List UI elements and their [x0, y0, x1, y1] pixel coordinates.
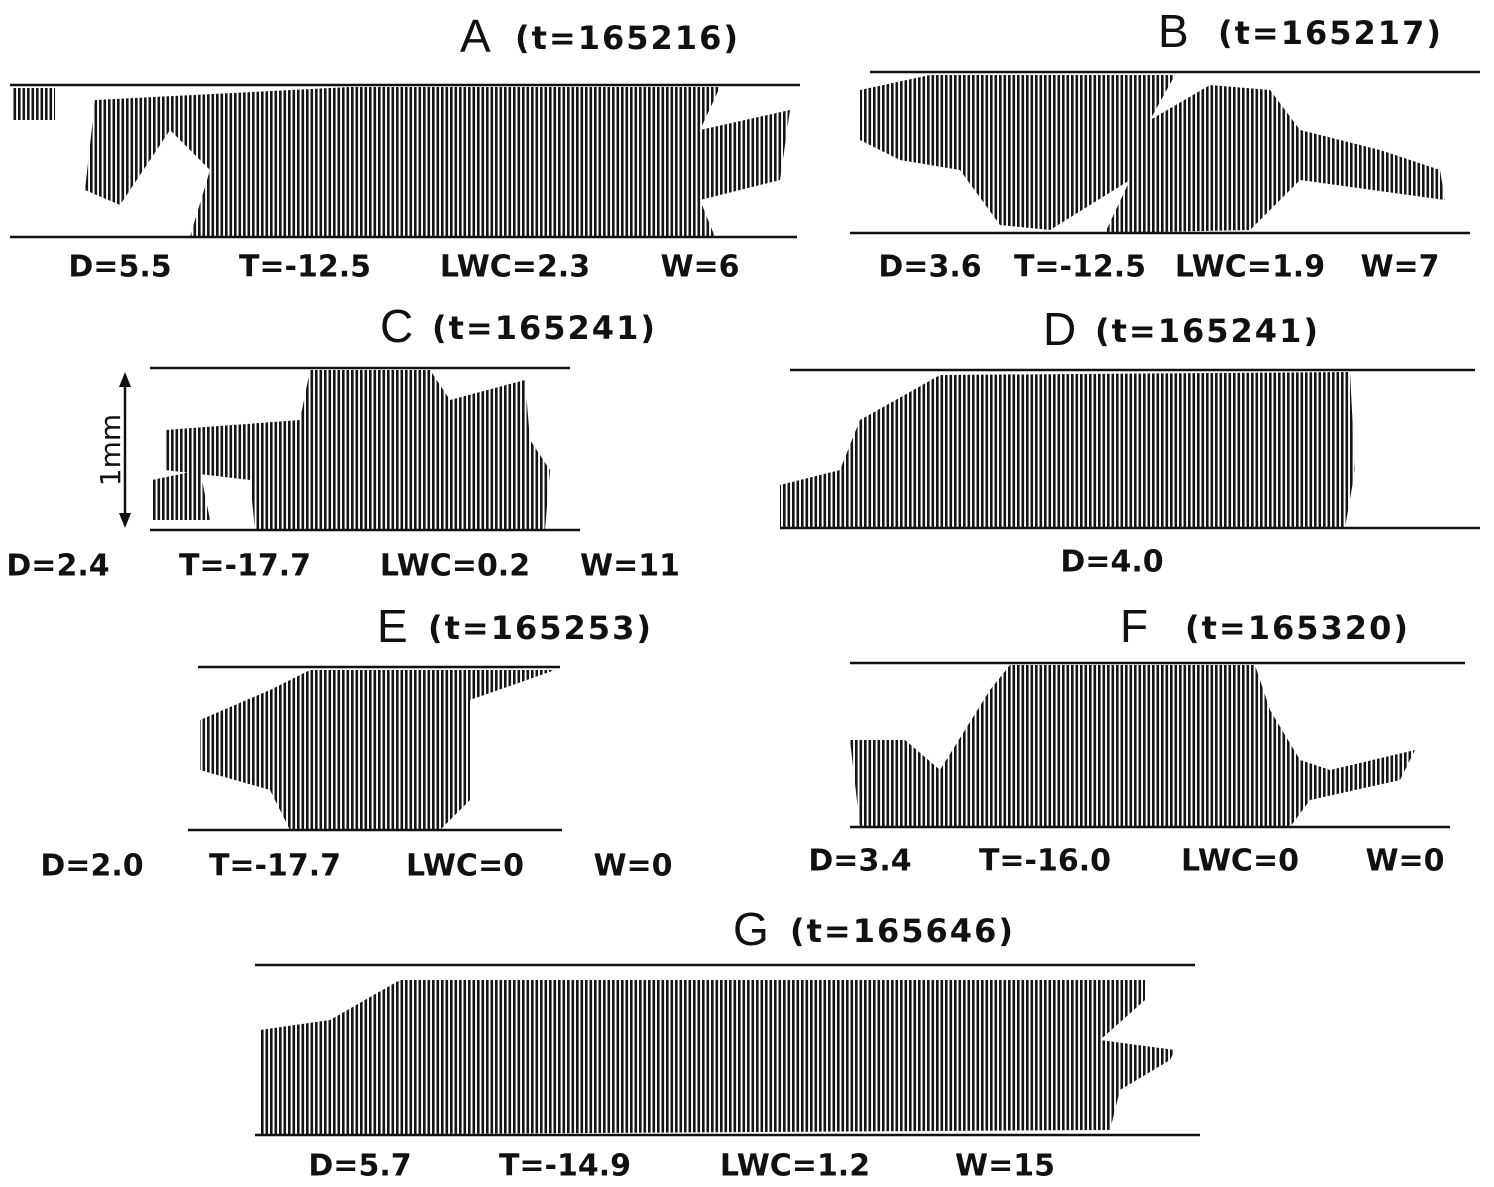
- particle-image: [165, 370, 550, 530]
- panel-param: W=0: [593, 849, 672, 884]
- particle-image: [850, 665, 1415, 827]
- panel-param: LWC=1.2: [720, 1149, 870, 1184]
- panel-letter: C: [380, 300, 413, 352]
- panel: D (t=165241) D=4.0: [780, 303, 1480, 579]
- panel-param: D=5.5: [68, 250, 171, 285]
- panel-param: T=-17.7: [209, 849, 341, 884]
- panel-param: D=4.0: [1060, 545, 1163, 580]
- panel-letter: A: [460, 10, 491, 62]
- panel-param: W=0: [1365, 844, 1444, 879]
- panel-param: W=6: [660, 250, 739, 285]
- particle-image: [780, 372, 1355, 528]
- panel-letter: B: [1158, 5, 1189, 57]
- panel-param: T=-16.0: [979, 844, 1111, 879]
- particle-image: [260, 980, 1175, 1135]
- panel-param: W=11: [580, 549, 680, 584]
- panel: A (t=165216) D=5.5 T=-12.5 LWC=2.3 W=6: [10, 10, 800, 284]
- panel-param: T=-17.7: [179, 549, 311, 584]
- panel-param: W=15: [955, 1149, 1055, 1184]
- panel-param: D=3.6: [878, 250, 981, 285]
- panel-param: LWC=0: [406, 849, 524, 884]
- panel-param: D=2.4: [6, 549, 109, 584]
- scale-arrow: [119, 372, 131, 387]
- panel: F (t=165320) D=3.4 T=-16.0 LWC=0 W=0: [808, 600, 1465, 878]
- panel-letter: G: [733, 903, 769, 955]
- panel-letter: E: [377, 600, 408, 652]
- panel-time: (t=165253): [428, 609, 653, 647]
- panel-letter: D: [1043, 303, 1076, 355]
- panel-letter: F: [1120, 600, 1148, 652]
- particle-image: [200, 670, 555, 830]
- panel-param: T=-12.5: [239, 250, 371, 285]
- panel-param: LWC=0: [1181, 844, 1299, 879]
- panel-param: T=-14.9: [499, 1149, 631, 1184]
- panel-time: (t=165217): [1218, 14, 1443, 52]
- panel-param: T=-12.5: [1014, 250, 1146, 285]
- panel: G (t=165646) D=5.7 T=-14.9 LWC=1.2 W=15: [255, 903, 1200, 1183]
- particle-image: [860, 75, 1445, 233]
- panel-param: D=2.0: [40, 849, 143, 884]
- particle-image: [152, 470, 210, 520]
- panel-param: D=5.7: [308, 1149, 411, 1184]
- scale-arrow: [119, 513, 131, 528]
- panel-param: D=3.4: [808, 844, 911, 879]
- panel-param: LWC=0.2: [380, 549, 530, 584]
- panel: C (t=165241) D=2.4 T=-17.7 LWC=0.2 W=11 1mm: [6, 300, 680, 583]
- panel-time: (t=165241): [1095, 312, 1320, 350]
- panel-time: (t=165320): [1185, 609, 1410, 647]
- particle-image: [12, 88, 55, 120]
- figure: A (t=165216) D=5.5 T=-12.5 LWC=2.3 W=6 B (t=165…: [0, 0, 1494, 1187]
- panel-param: LWC=2.3: [440, 250, 590, 285]
- panel-time: (t=165241): [432, 309, 657, 347]
- panel-param: LWC=1.9: [1175, 250, 1325, 285]
- particle-image: [85, 87, 790, 237]
- panel-time: (t=165216): [515, 19, 740, 57]
- panel: B (t=165217) D=3.6 T=-12.5 LWC=1.9 W=7: [850, 5, 1480, 284]
- panel-time: (t=165646): [790, 912, 1015, 950]
- panel-param: W=7: [1360, 250, 1439, 285]
- panel: E (t=165253) D=2.0 T=-17.7 LWC=0 W=0: [40, 600, 672, 883]
- scale-label: 1mm: [94, 414, 127, 486]
